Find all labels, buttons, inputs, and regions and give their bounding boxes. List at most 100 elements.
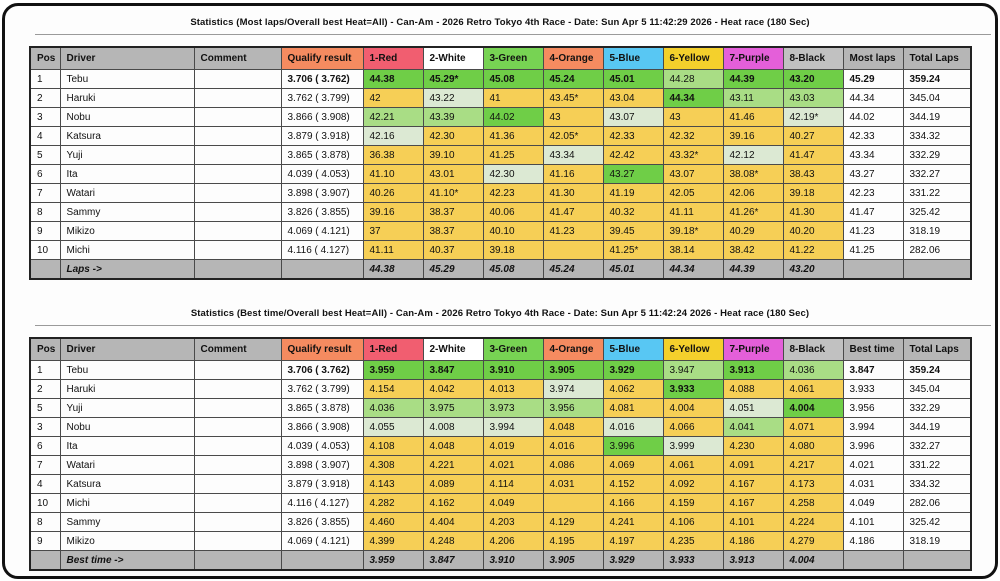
footer-spacer	[902, 259, 972, 280]
pos-cell: 2	[29, 88, 61, 108]
total-laps-cell: 344.19	[902, 417, 972, 437]
lap-time-cell: 3.933	[662, 379, 724, 399]
qualify-cell: 4.039 ( 4.053)	[280, 164, 364, 184]
lap-time-cell: 4.186	[722, 531, 784, 551]
total-laps-cell: 344.19	[902, 107, 972, 127]
lap-time-cell: 4.460	[362, 512, 424, 532]
total-laps-cell: 332.29	[902, 398, 972, 418]
lap-time-cell	[542, 240, 604, 260]
table-row: 3 Nobu 3.866 ( 3.908) 42.21 43.39 44.02 43 43.0…	[29, 107, 972, 127]
footer-row: Best time -> 3.959 3.847 3.910 3.905 3.929 3.9…	[29, 550, 972, 571]
table-row: 5 Yuji 3.865 ( 3.878) 36.38 39.10 41.25 43.34 4…	[29, 145, 972, 165]
column-header-1-red: 1-Red	[362, 337, 424, 361]
column-header-4-orange: 4-Orange	[542, 46, 604, 70]
qualify-cell: 3.879 ( 3.918)	[280, 474, 364, 494]
lap-time-cell: 39.18*	[662, 221, 724, 241]
pos-cell: 1	[29, 360, 61, 380]
column-header-6-yellow: 6-Yellow	[662, 46, 724, 70]
lap-time-cell: 43.07	[602, 107, 664, 127]
qualify-cell: 3.866 ( 3.908)	[280, 417, 364, 437]
summary-cell: 3.956	[842, 398, 904, 418]
lap-time-cell: 4.279	[782, 531, 844, 551]
most-laps-table: Pos Driver Comment Qualify result 1-Red 2-Whi…	[29, 46, 972, 280]
most-laps-report: Statistics (Most laps/Overall best Heat=…	[5, 6, 995, 280]
total-laps-cell: 331.22	[902, 183, 972, 203]
lap-time-cell: 4.241	[602, 512, 664, 532]
pos-cell: 3	[29, 417, 61, 437]
lap-time-cell: 4.162	[422, 493, 484, 513]
footer-best-cell: 45.29	[422, 259, 484, 280]
lap-time-cell: 42.30	[422, 126, 484, 146]
summary-cell: 3.847	[842, 360, 904, 380]
total-laps-cell: 334.32	[902, 126, 972, 146]
lap-time-cell: 3.973	[482, 398, 544, 418]
comment-cell	[193, 512, 282, 532]
lap-time-cell: 4.195	[542, 531, 604, 551]
lap-time-cell: 4.091	[722, 455, 784, 475]
summary-cell: 42.33	[842, 126, 904, 146]
lap-time-cell: 41.11	[362, 240, 424, 260]
qualify-cell: 4.116 ( 4.127)	[280, 240, 364, 260]
driver-cell: Michi	[59, 493, 195, 513]
pos-cell: 6	[29, 164, 61, 184]
lap-time-cell: 4.016	[542, 436, 604, 456]
table-row: 9 Mikizo 4.069 ( 4.121) 37 38.37 40.10 41.23 39…	[29, 221, 972, 241]
driver-cell: Mikizo	[59, 221, 195, 241]
lap-time-cell: 4.230	[722, 436, 784, 456]
lap-time-cell: 4.129	[542, 512, 604, 532]
qualify-cell: 3.865 ( 3.878)	[280, 145, 364, 165]
pos-cell: 8	[29, 512, 61, 532]
lap-time-cell: 42.16	[362, 126, 424, 146]
comment-cell	[193, 360, 282, 380]
footer-spacer	[193, 259, 282, 280]
footer-best-cell: 3.959	[362, 550, 424, 571]
title-divider	[35, 325, 991, 326]
lap-time-cell: 3.975	[422, 398, 484, 418]
column-header-4-orange: 4-Orange	[542, 337, 604, 361]
summary-cell: 4.049	[842, 493, 904, 513]
lap-time-cell: 38.37	[422, 202, 484, 222]
lap-time-cell: 42.19*	[782, 107, 844, 127]
lap-time-cell: 4.016	[602, 417, 664, 437]
comment-cell	[193, 126, 282, 146]
lap-time-cell: 4.061	[662, 455, 724, 475]
comment-cell	[193, 474, 282, 494]
footer-best-cell: 45.01	[602, 259, 664, 280]
comment-cell	[193, 107, 282, 127]
comment-cell	[193, 69, 282, 89]
lap-time-cell: 43.01	[422, 164, 484, 184]
lap-time-cell: 3.999	[662, 436, 724, 456]
lap-time-cell: 45.01	[602, 69, 664, 89]
footer-best-cell: 44.39	[722, 259, 784, 280]
comment-cell	[193, 436, 282, 456]
footer-best-cell: 44.34	[662, 259, 724, 280]
total-laps-cell: 334.32	[902, 474, 972, 494]
driver-cell: Nobu	[59, 107, 195, 127]
best-time-table: Pos Driver Comment Qualify result 1-Red 2-Whi…	[29, 337, 972, 571]
lap-time-cell: 4.197	[602, 531, 664, 551]
lap-time-cell: 44.34	[662, 88, 724, 108]
lap-time-cell: 4.159	[662, 493, 724, 513]
lap-time-cell: 4.217	[782, 455, 844, 475]
lap-time-cell: 4.101	[722, 512, 784, 532]
table-row: 2 Haruki 3.762 ( 3.799) 4.154 4.042 4.013 3.97…	[29, 379, 972, 399]
column-header-comment: Comment	[193, 46, 282, 70]
lap-time-cell: 4.019	[482, 436, 544, 456]
pos-cell: 5	[29, 398, 61, 418]
lap-time-cell: 40.26	[362, 183, 424, 203]
best-time-report: Statistics (Best time/Overall best Heat=…	[5, 297, 995, 571]
lap-time-cell: 4.048	[422, 436, 484, 456]
lap-time-cell: 4.008	[422, 417, 484, 437]
summary-cell: 3.996	[842, 436, 904, 456]
column-header-pos: Pos	[29, 46, 61, 70]
lap-time-cell: 41.22	[782, 240, 844, 260]
table-row: 4 Katsura 3.879 ( 3.918) 42.16 42.30 41.36 42.…	[29, 126, 972, 146]
summary-cell: 3.994	[842, 417, 904, 437]
lap-time-cell: 4.108	[362, 436, 424, 456]
lap-time-cell: 3.974	[542, 379, 604, 399]
column-header-best-time: Best time	[842, 337, 904, 361]
lap-time-cell: 43.04	[602, 88, 664, 108]
column-header-5-blue: 5-Blue	[602, 337, 664, 361]
total-laps-cell: 359.24	[902, 69, 972, 89]
comment-cell	[193, 164, 282, 184]
